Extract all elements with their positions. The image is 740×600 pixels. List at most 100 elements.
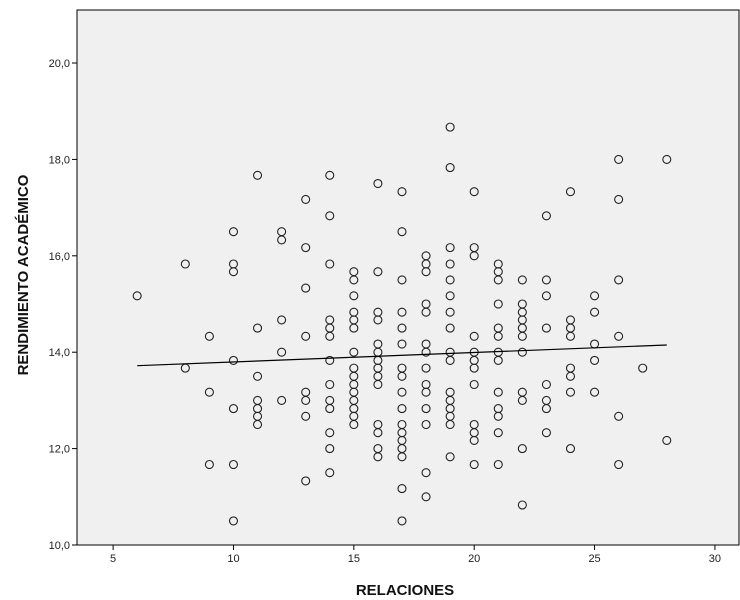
- x-tick-label: 10: [227, 553, 239, 565]
- data-point: [517, 347, 527, 357]
- y-ticks: 10,0 12,0 14,0 16,0 18,0 20,0: [49, 58, 77, 552]
- data-point: [373, 379, 383, 390]
- data-point: [638, 363, 648, 373]
- data-point: [204, 331, 214, 341]
- data-point: [590, 355, 600, 365]
- data-point: [349, 347, 359, 357]
- data-point: [421, 363, 431, 373]
- data-point: [349, 419, 359, 430]
- data-point: [565, 187, 576, 197]
- data-point: [590, 291, 600, 301]
- data-point: [614, 275, 624, 285]
- data-point: [325, 211, 335, 221]
- data-point: [614, 194, 624, 204]
- data-point: [301, 411, 311, 421]
- data-point: [421, 307, 431, 317]
- data-point: [397, 371, 407, 381]
- data-point: [132, 291, 142, 301]
- data-point: [590, 387, 600, 397]
- data-point: [301, 476, 311, 486]
- data-point: [517, 331, 527, 341]
- data-point: [252, 371, 263, 381]
- data-point: [493, 459, 503, 470]
- data-point: [277, 235, 287, 245]
- data-point: [325, 170, 335, 180]
- data-point: [397, 307, 407, 317]
- data-point: [614, 154, 624, 164]
- y-tick-label: 12,0: [49, 444, 70, 456]
- data-point: [421, 404, 431, 414]
- data-point: [252, 170, 263, 180]
- data-point: [445, 291, 455, 301]
- data-point: [228, 404, 239, 414]
- y-tick-label: 10,0: [49, 540, 70, 552]
- data-point: [397, 484, 407, 494]
- data-point: [421, 267, 431, 277]
- data-point: [349, 291, 359, 301]
- data-point: [541, 428, 551, 438]
- data-point: [541, 211, 551, 221]
- data-point: [541, 323, 551, 333]
- y-tick-label: 18,0: [49, 154, 70, 166]
- data-point: [469, 459, 479, 470]
- data-point: [493, 355, 503, 365]
- data-point: [325, 404, 335, 414]
- data-point: [325, 355, 335, 365]
- x-tick-label: 5: [110, 553, 116, 565]
- data-point: [493, 299, 503, 309]
- data-point: [614, 331, 624, 341]
- data-point: [565, 444, 576, 454]
- data-point: [373, 315, 383, 325]
- points-layer: [132, 122, 672, 526]
- data-point: [469, 435, 479, 445]
- data-point: [445, 307, 455, 317]
- data-point: [397, 323, 407, 333]
- data-point: [325, 444, 335, 454]
- data-point: [541, 275, 551, 285]
- data-point: [445, 452, 455, 462]
- data-point: [445, 419, 455, 430]
- data-point: [301, 194, 311, 204]
- data-point: [445, 323, 455, 333]
- data-point: [565, 331, 576, 341]
- plot-area: [76, 9, 740, 546]
- data-point: [541, 404, 551, 414]
- data-point: [469, 187, 479, 197]
- data-point: [252, 419, 263, 430]
- data-point: [325, 468, 335, 478]
- data-point: [469, 251, 479, 261]
- data-point: [373, 267, 383, 277]
- data-point: [180, 259, 190, 269]
- data-point: [517, 444, 527, 454]
- data-point: [301, 395, 311, 405]
- y-tick-label: 16,0: [49, 251, 70, 263]
- y-tick-label: 20,0: [49, 58, 70, 70]
- data-point: [445, 243, 455, 253]
- data-point: [493, 428, 503, 438]
- data-point: [301, 283, 311, 293]
- data-point: [373, 178, 383, 189]
- data-point: [614, 411, 624, 421]
- data-point: [325, 379, 335, 390]
- data-point: [228, 459, 239, 470]
- data-point: [565, 387, 576, 397]
- data-point: [445, 275, 455, 285]
- data-point: [204, 459, 214, 470]
- fit-line: [137, 344, 667, 367]
- data-point: [421, 347, 431, 357]
- data-point: [204, 387, 214, 397]
- data-point: [421, 419, 431, 430]
- data-point: [397, 227, 407, 237]
- data-point: [445, 122, 455, 132]
- data-point: [590, 307, 600, 317]
- data-point: [373, 428, 383, 438]
- data-point: [397, 452, 407, 462]
- data-point: [325, 428, 335, 438]
- data-point: [397, 187, 407, 197]
- x-axis-title: RELACIONES: [356, 582, 454, 599]
- data-point: [397, 275, 407, 285]
- data-point: [421, 387, 431, 397]
- y-axis-title: RENDIMIENTO ACADÉMICO: [15, 174, 32, 375]
- data-point: [421, 492, 431, 502]
